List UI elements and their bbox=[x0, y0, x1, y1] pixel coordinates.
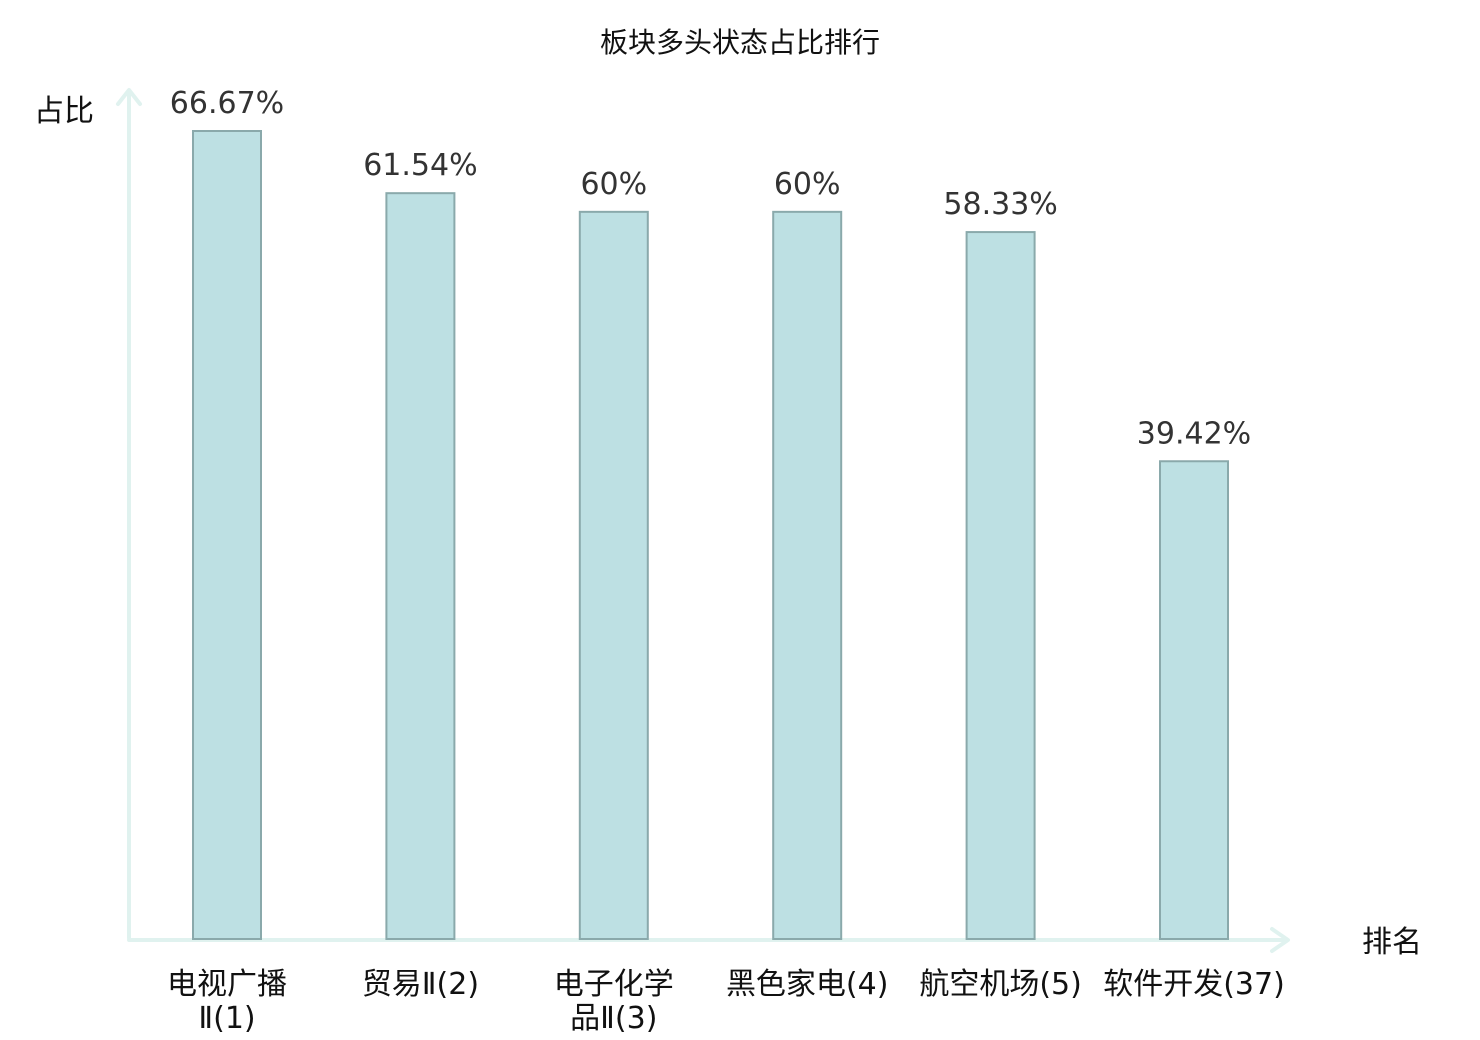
y-axis-label: 占比 bbox=[34, 94, 94, 129]
x-axis bbox=[127, 927, 1290, 953]
category-labels-group: 电视广播 Ⅱ(1) 贸易Ⅱ(2) 电子化学品Ⅱ(3) 黑色家电(4) 航空机场(5) 软件开… bbox=[167, 967, 1285, 1036]
bars-group bbox=[192, 130, 1229, 940]
x-axis-arrow-icon bbox=[1270, 927, 1290, 953]
bar-6 bbox=[1159, 460, 1229, 940]
category-label-2: 贸易Ⅱ(2) bbox=[362, 967, 479, 1002]
value-label-4: 60% bbox=[774, 167, 841, 202]
bar-2 bbox=[385, 192, 456, 940]
bar-1 bbox=[192, 130, 262, 940]
chart-title: 板块多头状态占比排行 bbox=[600, 26, 880, 59]
category-label-5: 航空机场(5) bbox=[919, 967, 1082, 1002]
value-labels-group: 66.67% 61.54% 60% 60% 58.33% 39.42% bbox=[170, 86, 1251, 451]
x-axis-label: 排名 bbox=[1362, 925, 1422, 960]
category-label-3: 电子化学品Ⅱ(3) bbox=[554, 967, 674, 1036]
value-label-3: 60% bbox=[580, 167, 647, 202]
value-label-1: 66.67% bbox=[170, 86, 284, 121]
value-label-6: 39.42% bbox=[1137, 416, 1251, 451]
bar-5 bbox=[965, 231, 1036, 940]
category-label-4: 黑色家电(4) bbox=[726, 967, 889, 1002]
category-label-1: 电视广播 Ⅱ(1) bbox=[167, 967, 287, 1036]
category-label-6: 软件开发(37) bbox=[1103, 967, 1285, 1002]
value-label-5: 58.33% bbox=[943, 187, 1057, 222]
bar-4 bbox=[772, 210, 843, 940]
value-label-2: 61.54% bbox=[363, 148, 477, 183]
y-axis bbox=[116, 88, 142, 940]
bar-3 bbox=[578, 210, 649, 940]
y-axis-arrow-icon bbox=[116, 88, 142, 106]
